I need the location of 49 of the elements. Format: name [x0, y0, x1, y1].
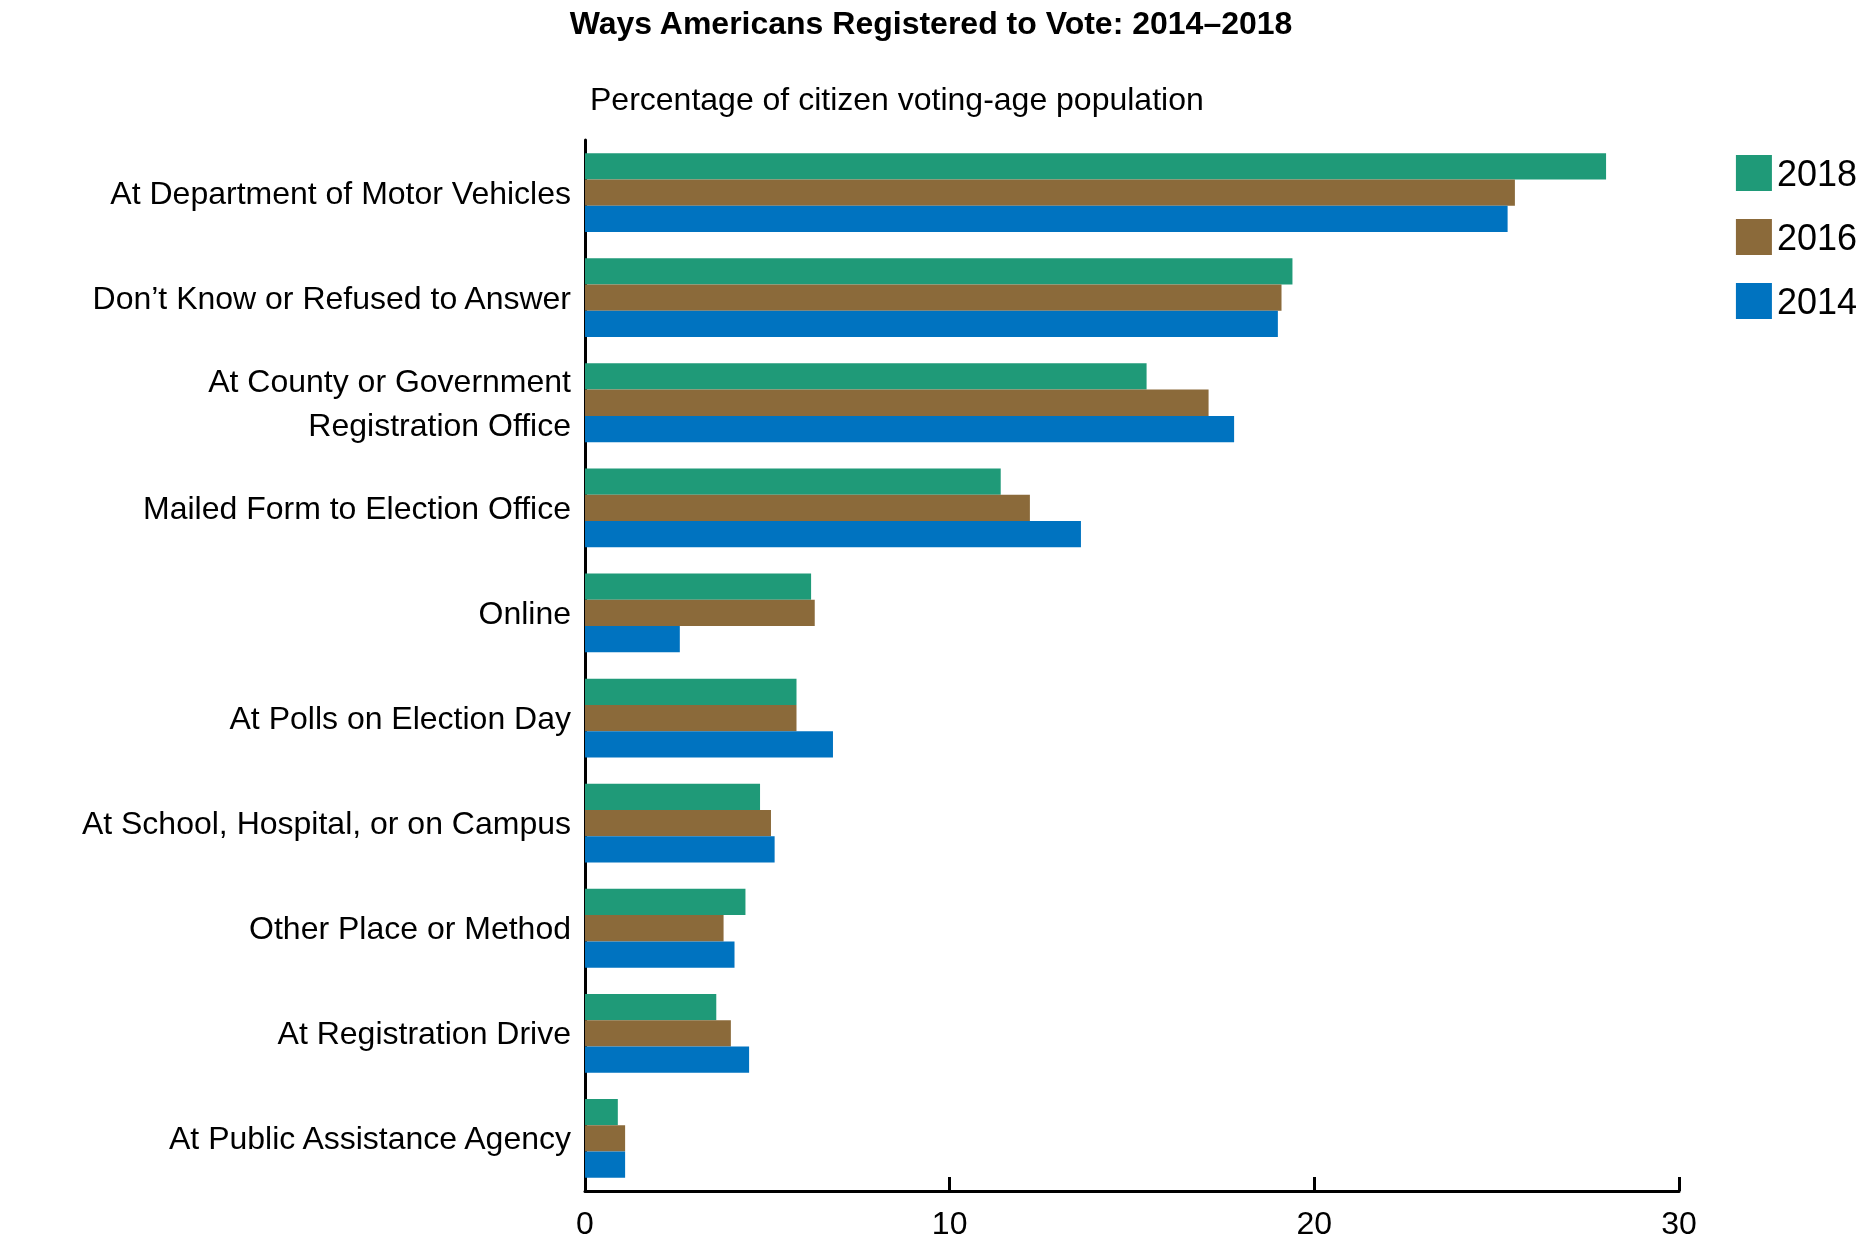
- bar: [585, 520, 1081, 548]
- bar: [585, 599, 815, 627]
- bar: [585, 1020, 731, 1047]
- y-tick-label: Don’t Know or Refused to Answer: [92, 279, 572, 316]
- bar: [585, 205, 1508, 232]
- bar: [585, 494, 1030, 521]
- x-tick-label: 0: [576, 1205, 594, 1241]
- bar: [585, 389, 1209, 416]
- bar: [585, 1099, 618, 1126]
- bar: [585, 284, 1282, 311]
- bar: [585, 626, 680, 653]
- y-tick-label: At Public Assistance Agency: [169, 1120, 571, 1157]
- y-tick-label: Online: [478, 594, 571, 631]
- x-tick-label: 10: [931, 1205, 968, 1241]
- bar: [585, 783, 761, 811]
- bar: [585, 415, 1235, 443]
- legend-label: 2014: [1776, 280, 1858, 322]
- bar: [585, 153, 1607, 180]
- bar: [585, 993, 717, 1021]
- bar: [585, 810, 771, 837]
- y-tick-label: At County or Government Registration Office: [208, 362, 572, 443]
- bar: [585, 310, 1278, 338]
- bar: [585, 731, 833, 758]
- bar: [585, 1151, 626, 1178]
- bar: [585, 704, 797, 732]
- legend-label: 2018: [1776, 152, 1858, 194]
- bar: [585, 941, 735, 968]
- bar: [585, 836, 775, 863]
- chart-title: Ways Americans Registered to Vote: 2014–2018: [569, 5, 1293, 41]
- y-tick-label: Other Place or Method: [249, 910, 571, 947]
- bar: [585, 1125, 626, 1152]
- bar: [585, 573, 812, 600]
- x-tick-label: 20: [1296, 1205, 1333, 1241]
- y-tick-label: Mailed Form to Election Office: [142, 489, 571, 526]
- bar: [585, 258, 1293, 285]
- bar: [585, 363, 1147, 390]
- bar: [585, 888, 746, 916]
- bar: [585, 179, 1515, 206]
- y-tick-label: At School, Hospital, or on Campus: [81, 805, 571, 842]
- bar: [585, 915, 724, 942]
- legend-label: 2016: [1776, 216, 1858, 258]
- bar: [585, 468, 1001, 495]
- y-tick-label: At Polls on Election Day: [229, 700, 571, 737]
- bar: [585, 678, 797, 705]
- x-tick-label: 30: [1661, 1205, 1697, 1241]
- bar: [585, 1046, 750, 1073]
- chart-subtitle: Percentage of citizen voting-age population: [590, 81, 1204, 117]
- y-tick-label: At Registration Drive: [277, 1015, 571, 1052]
- y-tick-label: At Department of Motor Vehicles: [110, 174, 571, 211]
